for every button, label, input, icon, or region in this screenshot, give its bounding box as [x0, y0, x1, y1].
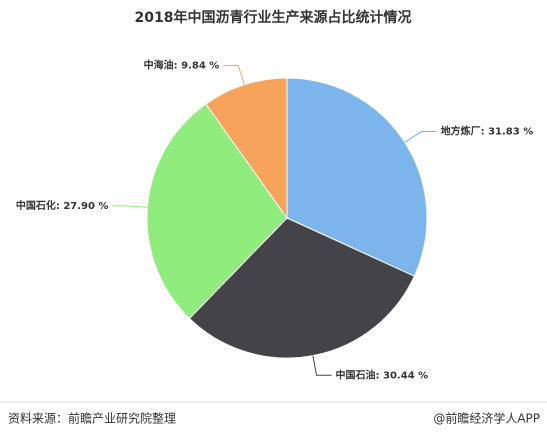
source: 资料来源：前瞻产业研究院整理	[8, 411, 176, 426]
data-label: 中国石油: 30.44 %	[336, 368, 429, 381]
category-name: 中海油	[144, 59, 174, 72]
separator: :	[376, 370, 383, 381]
value-label: 9.84 %	[181, 61, 219, 72]
category-name: 地方炼厂	[441, 125, 481, 138]
data-label: 地方炼厂: 31.83 %	[441, 125, 534, 138]
value-label: 31.83 %	[488, 127, 533, 138]
pie-slice	[146, 103, 288, 320]
pie-slice	[205, 77, 288, 220]
chart-title: 2018年中国沥青行业生产来源占比统计情况	[135, 9, 412, 26]
value-label: 27.90 %	[63, 201, 108, 212]
value-label: 30.44 %	[383, 370, 428, 381]
data-label: 中国石化: 27.90 %	[16, 199, 109, 212]
connector	[112, 205, 148, 208]
connector	[312, 355, 332, 376]
pie-slice	[286, 77, 428, 277]
connector	[223, 65, 245, 85]
category-name: 中国石油	[336, 368, 376, 381]
connector	[404, 131, 437, 143]
separator: :	[56, 201, 63, 212]
data-label: 中海油: 9.84 %	[144, 59, 220, 72]
category-name: 中国石化	[16, 199, 56, 212]
separator: :	[174, 61, 181, 72]
credit: @前瞻经济学人APP	[433, 411, 540, 426]
pie-slice	[188, 217, 415, 359]
separator: :	[481, 127, 488, 138]
